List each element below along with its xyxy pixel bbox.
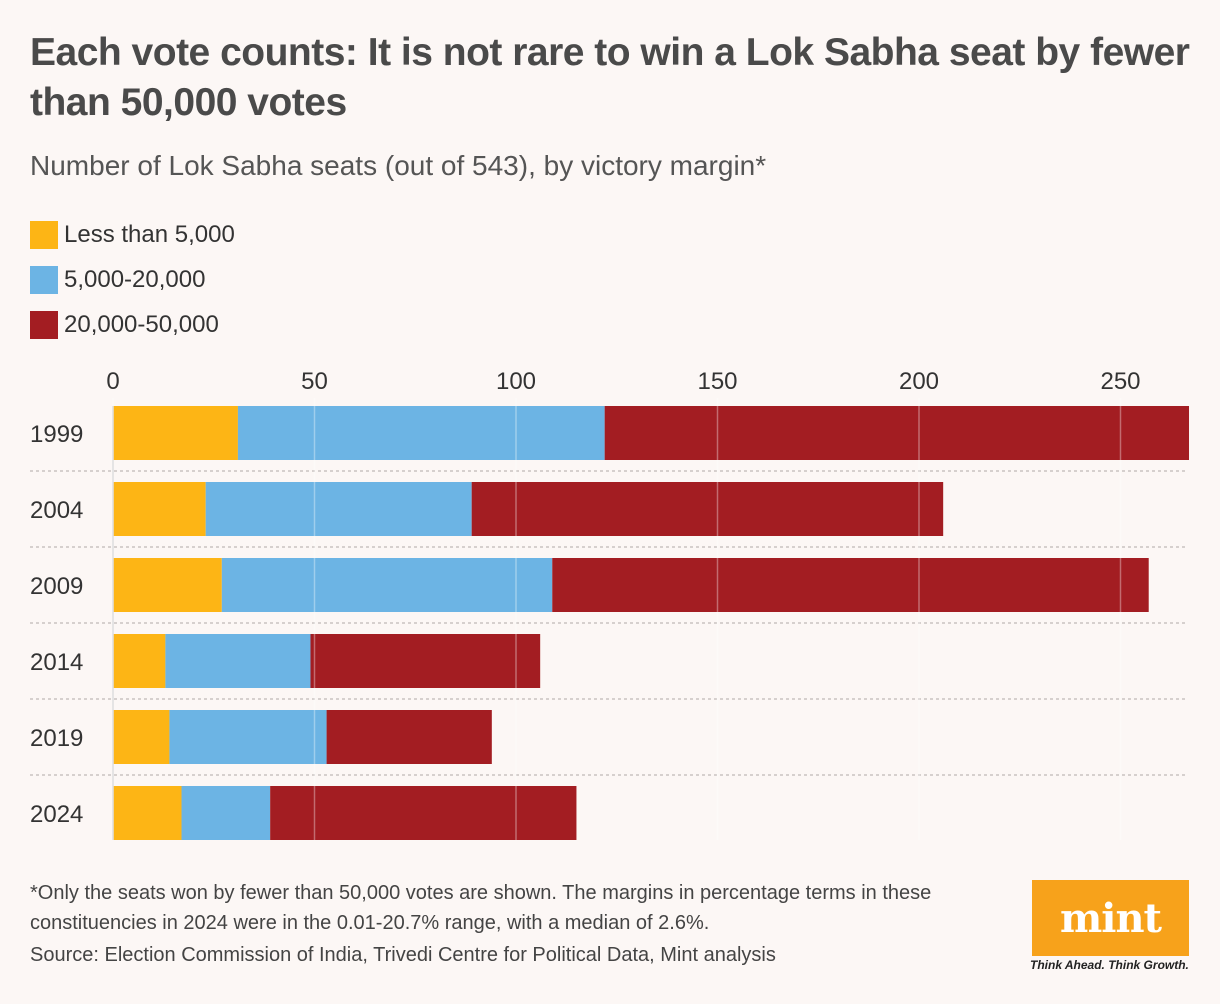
bar-segment — [169, 710, 327, 764]
legend: Less than 5,000 5,000-20,000 20,000-50,0… — [30, 212, 235, 347]
legend-swatch — [30, 310, 58, 339]
source-note: Source: Election Commission of India, Tr… — [30, 944, 776, 966]
bar-segment — [113, 786, 182, 840]
bar-segment — [113, 558, 222, 612]
legend-label: 20,000-50,000 — [64, 310, 219, 338]
category-label: 2024 — [30, 801, 83, 828]
bar-segment — [326, 710, 492, 764]
mint-logo: mint — [1032, 880, 1189, 956]
chart-title: Each vote counts: It is not rare to win … — [30, 31, 1190, 124]
category-label: 2014 — [30, 649, 83, 676]
x-tick-label: 150 — [697, 368, 737, 395]
bar-segment — [165, 634, 311, 688]
chart-subtitle: Number of Lok Sabha seats (out of 543), … — [30, 150, 767, 181]
x-tick-label: 100 — [496, 368, 536, 395]
bar-segment — [113, 482, 206, 536]
category-label: 2019 — [30, 725, 83, 752]
bar-segment — [237, 406, 605, 460]
bar-chart: 1999 2004 2009 2014 2019 2024 0 50 100 150 200 250 — [30, 368, 1190, 840]
bar-segment — [205, 482, 472, 536]
legend-label: Less than 5,000 — [64, 220, 235, 248]
legend-item-5000-20000: 5,000-20,000 — [30, 257, 235, 302]
bar-segment — [270, 786, 577, 840]
category-label: 2004 — [30, 497, 83, 524]
bar-segment — [604, 406, 1190, 460]
logo-text: mint — [1059, 894, 1162, 942]
category-label: 2009 — [30, 573, 83, 600]
legend-item-less-than-5000: Less than 5,000 — [30, 212, 235, 257]
bar-segment — [552, 558, 1149, 612]
category-label: 1999 — [30, 421, 83, 448]
bar-segment — [471, 482, 944, 536]
x-tick-label: 50 — [301, 368, 328, 395]
bar-segment — [181, 786, 271, 840]
bar-segment — [221, 558, 553, 612]
legend-item-20000-50000: 20,000-50,000 — [30, 302, 235, 347]
logo-tagline: Think Ahead. Think Growth. — [1030, 958, 1189, 972]
x-tick-label: 0 — [106, 368, 119, 395]
x-tick-label: 200 — [899, 368, 939, 395]
legend-swatch — [30, 220, 58, 249]
bar-segment — [310, 634, 541, 688]
bar-segment — [113, 710, 170, 764]
legend-swatch — [30, 265, 58, 294]
footnote: *Only the seats won by fewer than 50,000… — [30, 882, 932, 934]
x-tick-label: 250 — [1100, 368, 1140, 395]
legend-label: 5,000-20,000 — [64, 265, 206, 293]
bar-segment — [113, 406, 238, 460]
bar-segment — [113, 634, 166, 688]
